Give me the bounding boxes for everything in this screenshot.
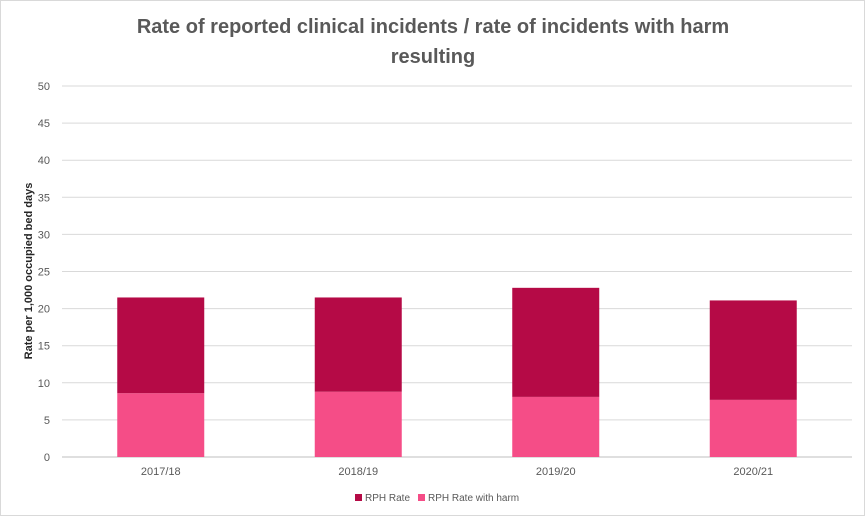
y-tick-label: 30 (38, 229, 50, 241)
legend-swatch (355, 494, 362, 501)
legend-label: RPH Rate (365, 493, 410, 504)
bar-rph-rate (709, 300, 797, 400)
x-axis-ticks: 2017/18 2018/19 2019/20 2020/21 (141, 466, 773, 478)
y-tick-label: 15 (38, 341, 50, 353)
bar-rph-rate-with-harm (512, 396, 600, 457)
y-axis-label: Rate per 1,000 occupied bed days (23, 183, 35, 360)
y-tick-label: 20 (38, 304, 50, 316)
bar-rph-rate (117, 297, 205, 394)
y-tick-label: 50 (38, 81, 50, 93)
y-tick-label: 40 (38, 155, 50, 167)
legend-swatch (418, 494, 425, 501)
x-tick-label: 2020/21 (733, 466, 773, 478)
y-tick-label: 5 (44, 415, 50, 427)
y-axis-ticks: 0 5 10 15 20 25 30 35 40 45 50 (38, 81, 50, 464)
y-tick-label: 45 (38, 118, 50, 130)
y-tick-label: 10 (38, 378, 50, 390)
bar-rph-rate (512, 287, 600, 397)
bar-rph-rate (314, 297, 402, 392)
legend-label: RPH Rate with harm (428, 493, 519, 504)
x-tick-label: 2019/20 (536, 466, 576, 478)
bars (117, 287, 797, 457)
y-tick-label: 0 (44, 452, 50, 464)
y-tick-label: 25 (38, 267, 50, 279)
chart-title-line-1: Rate of reported clinical incidents / ra… (137, 16, 729, 38)
x-tick-label: 2017/18 (141, 466, 181, 478)
bar-rph-rate-with-harm (709, 399, 797, 457)
chart-title-line-2: resulting (391, 46, 475, 68)
bar-rph-rate-with-harm (117, 393, 205, 457)
x-tick-label: 2018/19 (338, 466, 378, 478)
y-tick-label: 35 (38, 192, 50, 204)
bar-rph-rate-with-harm (314, 391, 402, 457)
legend: RPH Rate RPH Rate with harm (355, 493, 519, 504)
